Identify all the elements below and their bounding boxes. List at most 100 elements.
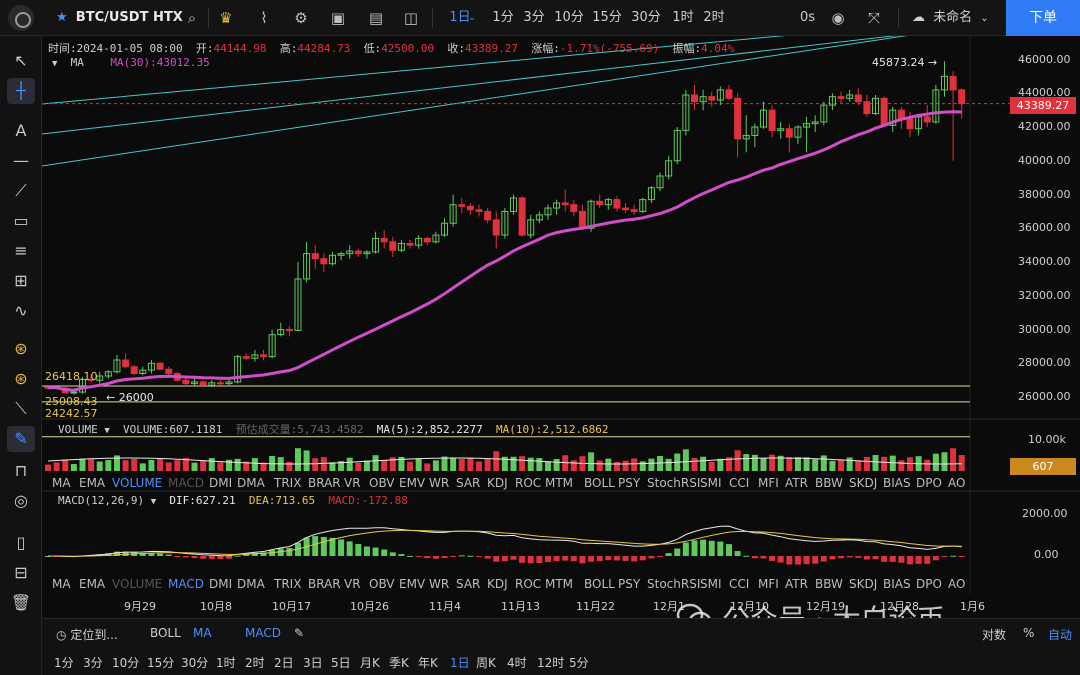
bottom-timeframe-6[interactable]: 2时	[245, 656, 265, 670]
search-icon[interactable]: ⌕	[187, 9, 197, 27]
indicator-tab-macd[interactable]: MACD	[168, 476, 204, 490]
indicator-tab-boll[interactable]: BOLL	[584, 577, 615, 591]
indicator-tab-vr[interactable]: VR	[344, 577, 361, 591]
bottom-timeframe-16[interactable]: 12时	[537, 656, 565, 670]
edit-indicators-icon[interactable]: ✎	[294, 626, 305, 640]
favorite-star-icon[interactable]: ★	[56, 10, 68, 25]
ruler-icon[interactable]: ⟍	[15, 399, 27, 418]
indicator-tab-ema[interactable]: EMA	[79, 577, 106, 591]
log-toggle[interactable]: 对数	[982, 628, 1007, 642]
indicator-tab-skdj[interactable]: SKDJ	[849, 476, 878, 490]
bottom-timeframe-17[interactable]: 5分	[569, 656, 589, 670]
indicator-tab-wr[interactable]: WR	[429, 577, 450, 591]
bottom-timeframe-2[interactable]: 10分	[112, 656, 140, 670]
indicator-tab-bbw[interactable]: BBW	[815, 577, 843, 591]
indicator-tab-ema[interactable]: EMA	[79, 476, 106, 490]
bottom-timeframe-14[interactable]: 周K	[476, 656, 496, 670]
indicator-tab-sar[interactable]: SAR	[456, 476, 481, 490]
indicator-tab-dma[interactable]: DMA	[237, 476, 265, 490]
symbol-selector[interactable]: ★ BTC/USDT HTX	[56, 0, 183, 36]
indicator-tab-ao[interactable]: AO	[948, 476, 966, 490]
bottom-timeframe-13[interactable]: 1日	[450, 656, 470, 670]
place-order-button[interactable]: 下单	[1006, 0, 1080, 36]
indicator-tab-volume[interactable]: VOLUME	[112, 476, 163, 490]
indicator-tab-mfi[interactable]: MFI	[758, 476, 779, 490]
locate-button[interactable]: ◷ 定位到...	[56, 626, 118, 643]
bottom-timeframe-7[interactable]: 2日	[274, 656, 294, 670]
timeframe-5[interactable]: 30分	[631, 10, 661, 25]
stay-drawing-icon[interactable]: ⊛	[14, 369, 28, 388]
indicator-tab-bias[interactable]: BIAS	[883, 577, 911, 591]
indicator-tab-psy[interactable]: PSY	[618, 476, 641, 490]
visibility-icon[interactable]: ◎	[14, 491, 28, 510]
bottom-timeframe-1[interactable]: 3分	[83, 656, 103, 670]
rectangle-icon[interactable]: ▭	[13, 211, 29, 230]
timeframe-7[interactable]: 2时	[703, 10, 725, 25]
macd-legend[interactable]: MACD(12,26,9) ▼ DIF:627.21 DEA:713.65 MA…	[58, 494, 408, 507]
delete-trash-icon[interactable]: 🗑	[10, 593, 32, 612]
indicators-icon[interactable]: ⌇	[260, 9, 268, 27]
screenshot-camera-icon[interactable]: ◉	[831, 9, 845, 27]
settings-gear-icon[interactable]: ⚙	[294, 9, 308, 27]
wave-pattern-icon[interactable]: ∿	[14, 301, 28, 320]
indicator-tab-mtm[interactable]: MTM	[545, 577, 574, 591]
indicator-tab-dmi[interactable]: DMI	[209, 476, 233, 490]
auto-scale-toggle[interactable]: 自动	[1048, 628, 1073, 642]
magnet-icon[interactable]: ⊛	[14, 339, 28, 358]
fullscreen-icon[interactable]: ⤧	[867, 9, 880, 27]
indicator-tab-brar[interactable]: BRAR	[308, 476, 341, 490]
bottom-timeframe-5[interactable]: 1时	[216, 656, 236, 670]
indicator-tab-emv[interactable]: EMV	[399, 476, 426, 490]
price-chart-svg[interactable]	[42, 36, 1080, 616]
timeframe-2[interactable]: 3分	[523, 10, 545, 25]
indicator-tab-vr[interactable]: VR	[344, 476, 361, 490]
crown-icon[interactable]: ♛	[219, 9, 233, 27]
indicator-tab-cci[interactable]: CCI	[729, 476, 750, 490]
chart-type-icon[interactable]: ▣	[330, 9, 346, 27]
layout-icon[interactable]: ◫	[403, 9, 419, 27]
indicator-tab-stochrsi[interactable]: StochRSI	[647, 476, 701, 490]
parallel-channel-icon[interactable]: ≡	[14, 241, 28, 260]
indicator-tab-emv[interactable]: EMV	[399, 577, 426, 591]
indicator-tab-trix[interactable]: TRIX	[274, 577, 302, 591]
indicator-tab-roc[interactable]: ROC	[515, 577, 542, 591]
bottom-timeframe-15[interactable]: 4时	[507, 656, 527, 670]
indicator-tab-volume[interactable]: VOLUME	[112, 577, 163, 591]
indicator-tab-roc[interactable]: ROC	[515, 476, 542, 490]
cursor-arrow-icon[interactable]: ↖	[14, 51, 28, 70]
indicator-tab-obv[interactable]: OBV	[369, 476, 395, 490]
indicator-tab-kdj[interactable]: KDJ	[487, 577, 508, 591]
trend-line-icon[interactable]: ⟋	[15, 181, 27, 200]
indicator-tab-brar[interactable]: BRAR	[308, 577, 341, 591]
macd-chevron-icon[interactable]: ▼	[150, 497, 157, 507]
timeframe-chevron-icon[interactable]: ⌄	[468, 13, 476, 23]
macd-button[interactable]: MACD	[245, 626, 281, 640]
chart-area[interactable]: 时间:2024-01-05 08:00 开:44144.98 高:44284.7…	[42, 36, 1080, 616]
indicator-tab-macd[interactable]: MACD	[168, 577, 204, 591]
bottom-timeframe-11[interactable]: 季K	[389, 656, 409, 670]
indicator-tab-trix[interactable]: TRIX	[274, 476, 302, 490]
timeframe-3[interactable]: 10分	[554, 10, 584, 25]
timeframe-4[interactable]: 15分	[592, 10, 622, 25]
text-tool-icon[interactable]: A	[15, 121, 27, 140]
indicator-tab-bias[interactable]: BIAS	[883, 476, 911, 490]
boll-button[interactable]: BOLL	[150, 626, 181, 640]
indicator-tab-wr[interactable]: WR	[429, 476, 450, 490]
volume-legend[interactable]: VOLUME ▼ VOLUME:607.1181 预估成交量:5,743.458…	[58, 421, 609, 437]
indicator-tab-ma[interactable]: MA	[52, 476, 71, 490]
timeframe-1[interactable]: 1分	[492, 10, 514, 25]
indicator-tab-ma[interactable]: MA	[52, 577, 71, 591]
timeframe-0[interactable]: 1日	[449, 10, 471, 25]
fibonacci-icon[interactable]: ⊞	[14, 271, 28, 290]
percent-toggle[interactable]: %	[1023, 626, 1035, 640]
indicator-tab-mtm[interactable]: MTM	[545, 476, 574, 490]
indicator-tab-dma[interactable]: DMA	[237, 577, 265, 591]
bottom-timeframe-8[interactable]: 3日	[303, 656, 323, 670]
collapse-chevron-icon[interactable]: ▼	[52, 59, 58, 69]
indicator-tab-dmi[interactable]: DMI	[209, 577, 233, 591]
pencil-icon[interactable]: ✎	[7, 426, 35, 452]
bottom-timeframe-9[interactable]: 5日	[331, 656, 351, 670]
indicator-tab-dpo[interactable]: DPO	[916, 577, 942, 591]
indicator-tab-skdj[interactable]: SKDJ	[849, 577, 878, 591]
horizontal-line-icon[interactable]: —	[13, 151, 29, 170]
